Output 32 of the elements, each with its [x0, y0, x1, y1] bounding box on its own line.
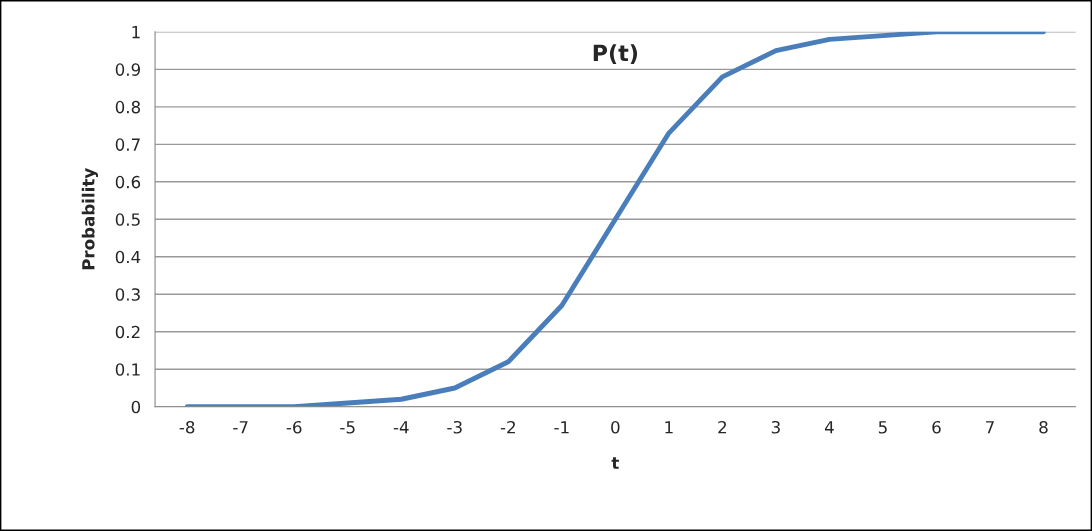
x-tick-label: 4: [824, 421, 834, 434]
y-tick-label: 0: [131, 400, 141, 414]
y-tick-label: 0.9: [115, 63, 140, 76]
y-tick-label: 0.5: [115, 213, 140, 226]
y-tick-label: 0.4: [115, 250, 141, 264]
x-axis-title: t: [611, 457, 619, 469]
x-tick-label: -1: [554, 421, 569, 434]
x-tick-label: 1: [665, 421, 673, 434]
x-tick-label: -4: [393, 421, 409, 434]
y-tick-label: 0.3: [115, 288, 140, 301]
chart-title: P(t): [593, 44, 638, 64]
y-tick-label: 0.2: [115, 325, 140, 339]
x-tick-label: 8: [1039, 420, 1048, 434]
y-axis-title: Probability: [81, 168, 98, 270]
line-series: [184, 31, 1046, 407]
x-tick-label: -6: [286, 420, 302, 434]
y-tick-label: 0.6: [115, 175, 141, 189]
y-tick-label: 1: [132, 26, 140, 39]
x-tick-label: -3: [447, 420, 462, 434]
x-tick-label: 3: [771, 420, 780, 434]
x-tick-label: 7: [986, 421, 994, 434]
y-tick-label: 0.7: [115, 138, 140, 151]
x-tick-label: 5: [878, 421, 887, 434]
x-tick-label: -2: [500, 420, 515, 434]
y-tick-label: 0.8: [115, 100, 141, 114]
x-tick-label: 6: [932, 420, 941, 434]
y-tick-label: 0.1: [115, 363, 140, 376]
x-tick-label: 2: [718, 420, 727, 434]
x-tick-label: -7: [233, 421, 248, 434]
x-tick-label: -5: [340, 421, 355, 434]
x-tick-label: 0: [611, 420, 620, 434]
x-tick-label: -8: [179, 420, 195, 434]
